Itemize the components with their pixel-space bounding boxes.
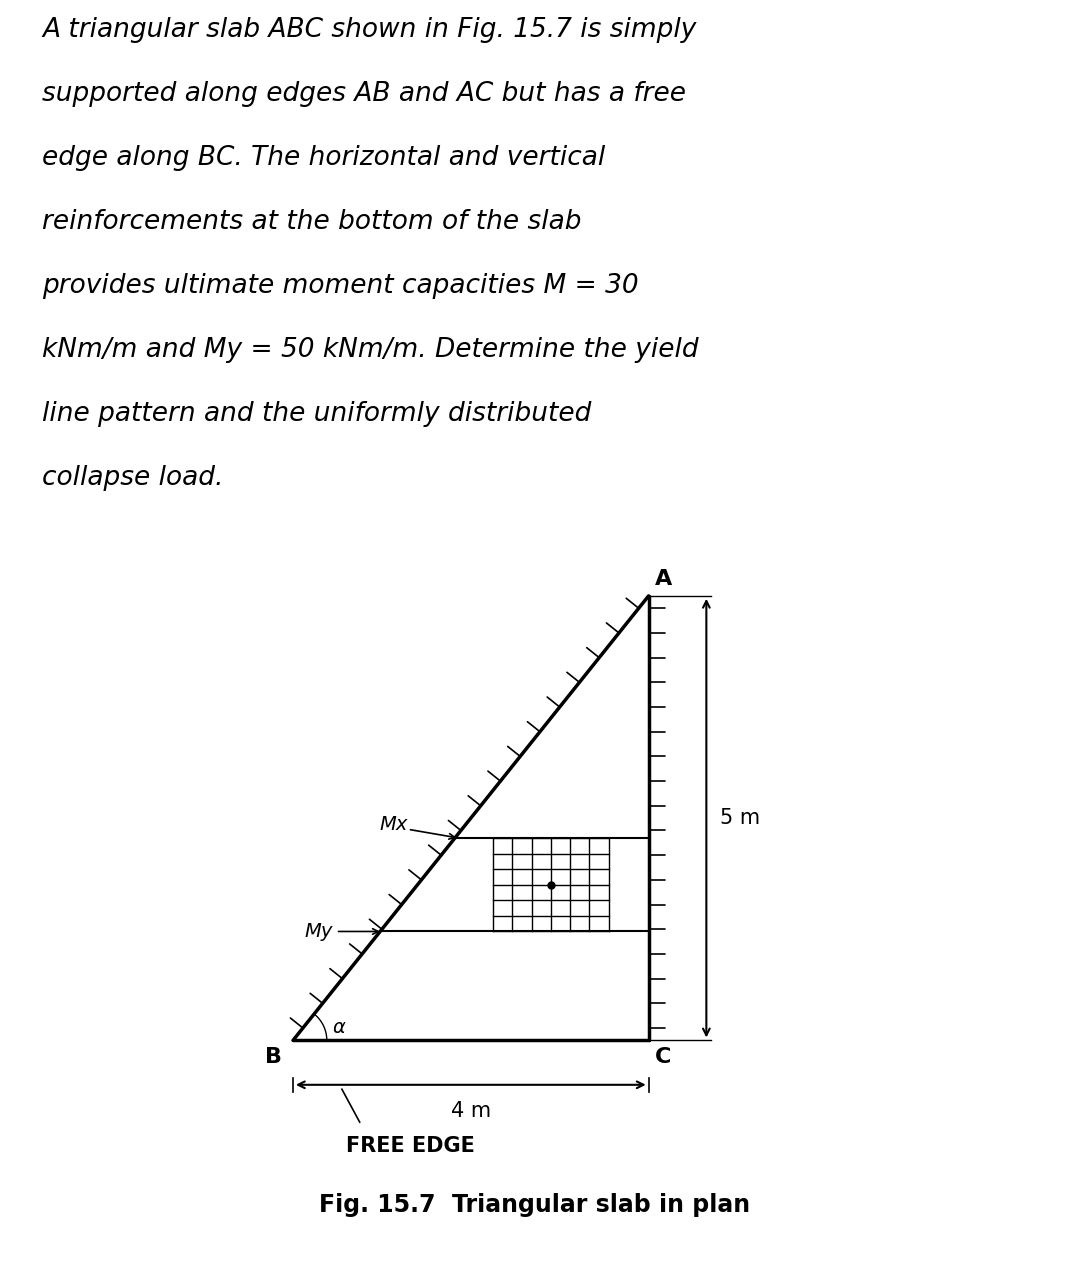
Text: My: My	[305, 922, 333, 941]
Text: FREE EDGE: FREE EDGE	[347, 1137, 475, 1156]
Text: edge along BC. The horizontal and vertical: edge along BC. The horizontal and vertic…	[43, 145, 606, 170]
Text: line pattern and the uniformly distributed: line pattern and the uniformly distribut…	[43, 401, 592, 426]
Text: provides ultimate moment capacities M = 30: provides ultimate moment capacities M = …	[43, 273, 639, 298]
Text: α: α	[333, 1019, 346, 1037]
Text: Fig. 15.7  Triangular slab in plan: Fig. 15.7 Triangular slab in plan	[320, 1193, 750, 1217]
Text: B: B	[265, 1047, 282, 1068]
Text: C: C	[655, 1047, 671, 1068]
Text: A triangular slab ABC shown in Fig. 15.7 is simply: A triangular slab ABC shown in Fig. 15.7…	[43, 17, 697, 42]
Text: A: A	[655, 568, 672, 589]
Text: 4 m: 4 m	[450, 1101, 491, 1121]
Text: Mx: Mx	[379, 815, 408, 835]
Text: supported along edges AB and AC but has a free: supported along edges AB and AC but has …	[43, 81, 687, 106]
Text: reinforcements at the bottom of the slab: reinforcements at the bottom of the slab	[43, 209, 582, 234]
Text: kNm/m and My = 50 kNm/m. Determine the yield: kNm/m and My = 50 kNm/m. Determine the y…	[43, 337, 699, 362]
Text: 5 m: 5 m	[720, 808, 760, 828]
Text: collapse load.: collapse load.	[43, 465, 224, 490]
